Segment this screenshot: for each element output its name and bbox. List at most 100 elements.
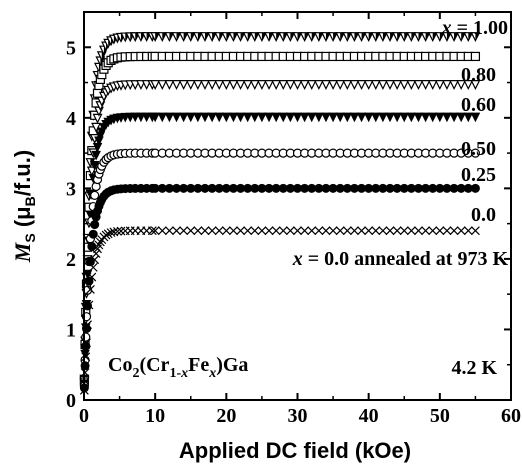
- data-point-fill: [361, 32, 366, 41]
- compound-part: x: [180, 366, 188, 381]
- series-6: [79, 226, 480, 395]
- data-point: [171, 80, 182, 91]
- data-point: [392, 226, 402, 236]
- data-point-fill: [269, 32, 274, 41]
- data-point: [89, 161, 100, 171]
- data-point-fill: [404, 32, 409, 41]
- data-point: [221, 112, 232, 123]
- data-point: [135, 80, 146, 91]
- data-point: [293, 226, 302, 236]
- data-point: [257, 112, 267, 123]
- data-point-fill: [340, 32, 345, 41]
- data-point: [85, 284, 95, 294]
- y-axis-title-open: (μ: [10, 206, 35, 233]
- data-point: [285, 226, 295, 236]
- data-point: [413, 112, 424, 123]
- data-point: [349, 80, 360, 91]
- data-point-fill: [219, 32, 224, 41]
- data-point-fill: [169, 32, 174, 41]
- data-point-fill: [101, 51, 106, 60]
- series-label-value: = 1.00: [452, 17, 508, 39]
- data-point-fill: [233, 32, 238, 41]
- data-point-fill: [176, 32, 181, 41]
- data-point: [470, 80, 481, 91]
- series-2: [79, 80, 481, 388]
- data-point: [356, 80, 367, 91]
- data-point: [214, 112, 225, 123]
- data-point: [228, 112, 239, 123]
- data-point: [207, 226, 217, 236]
- y-axis-title-sub1: S: [22, 233, 38, 242]
- data-point: [470, 183, 480, 193]
- data-point: [278, 112, 289, 123]
- data-point: [88, 229, 98, 239]
- data-point: [406, 80, 417, 91]
- data-point: [441, 80, 452, 91]
- data-point: [442, 226, 452, 236]
- data-point: [406, 226, 416, 236]
- data-point: [214, 226, 224, 236]
- data-point-fill: [290, 32, 295, 41]
- data-point: [300, 226, 310, 236]
- data-point: [185, 80, 196, 91]
- data-point-fill: [325, 32, 330, 41]
- series-label-3: 0.50: [461, 138, 496, 160]
- data-point: [157, 226, 167, 236]
- data-point: [328, 80, 339, 91]
- data-point: [150, 80, 161, 91]
- data-point: [200, 226, 210, 236]
- data-point: [257, 226, 267, 236]
- data-point: [470, 51, 481, 62]
- data-point: [178, 80, 189, 91]
- data-point: [278, 226, 288, 236]
- data-point: [350, 226, 359, 236]
- data-point: [271, 80, 282, 91]
- data-point: [420, 80, 431, 91]
- data-point: [285, 80, 296, 91]
- series-3: [79, 112, 481, 389]
- data-point-fill: [261, 32, 266, 41]
- data-point: [91, 122, 102, 133]
- data-point: [470, 112, 481, 123]
- series-label-6: 0.0: [471, 204, 496, 226]
- data-point-fill: [446, 32, 451, 41]
- x-tick-label-30: 30: [288, 405, 308, 427]
- data-point: [399, 80, 410, 91]
- data-point: [113, 226, 122, 236]
- data-point: [370, 112, 381, 123]
- data-point: [157, 112, 168, 123]
- data-point: [207, 112, 217, 123]
- series-label-1: 0.80: [461, 64, 496, 86]
- data-point: [242, 80, 253, 91]
- data-point: [299, 80, 310, 91]
- y-tick-label-4: 4: [66, 108, 76, 130]
- data-point: [299, 112, 310, 123]
- data-point: [200, 80, 210, 91]
- compound-part: 1-: [169, 366, 181, 381]
- data-point: [164, 80, 175, 91]
- data-point: [200, 112, 210, 123]
- data-point-fill: [283, 32, 288, 41]
- data-point: [186, 226, 196, 236]
- y-axis-title: MS (μB/f.u.): [10, 150, 38, 263]
- data-point: [420, 112, 431, 123]
- data-point: [91, 249, 101, 259]
- x-tick-label-60: 60: [501, 405, 521, 427]
- data-point: [84, 276, 94, 286]
- data-point: [86, 166, 97, 177]
- data-point-fill: [390, 32, 395, 41]
- data-point: [249, 112, 260, 123]
- data-point-fill: [411, 32, 416, 41]
- data-point-fill: [162, 32, 167, 41]
- data-point: [171, 112, 182, 123]
- data-point: [320, 80, 331, 91]
- data-point: [385, 112, 395, 123]
- data-point: [178, 112, 189, 123]
- data-point-fill: [254, 32, 259, 41]
- data-point-fill: [183, 32, 188, 41]
- compound-part: (Cr: [139, 354, 169, 376]
- y-axis-title-sub2: B: [22, 196, 38, 206]
- data-point: [313, 80, 324, 91]
- data-point-fill: [382, 32, 387, 41]
- data-point: [90, 190, 100, 200]
